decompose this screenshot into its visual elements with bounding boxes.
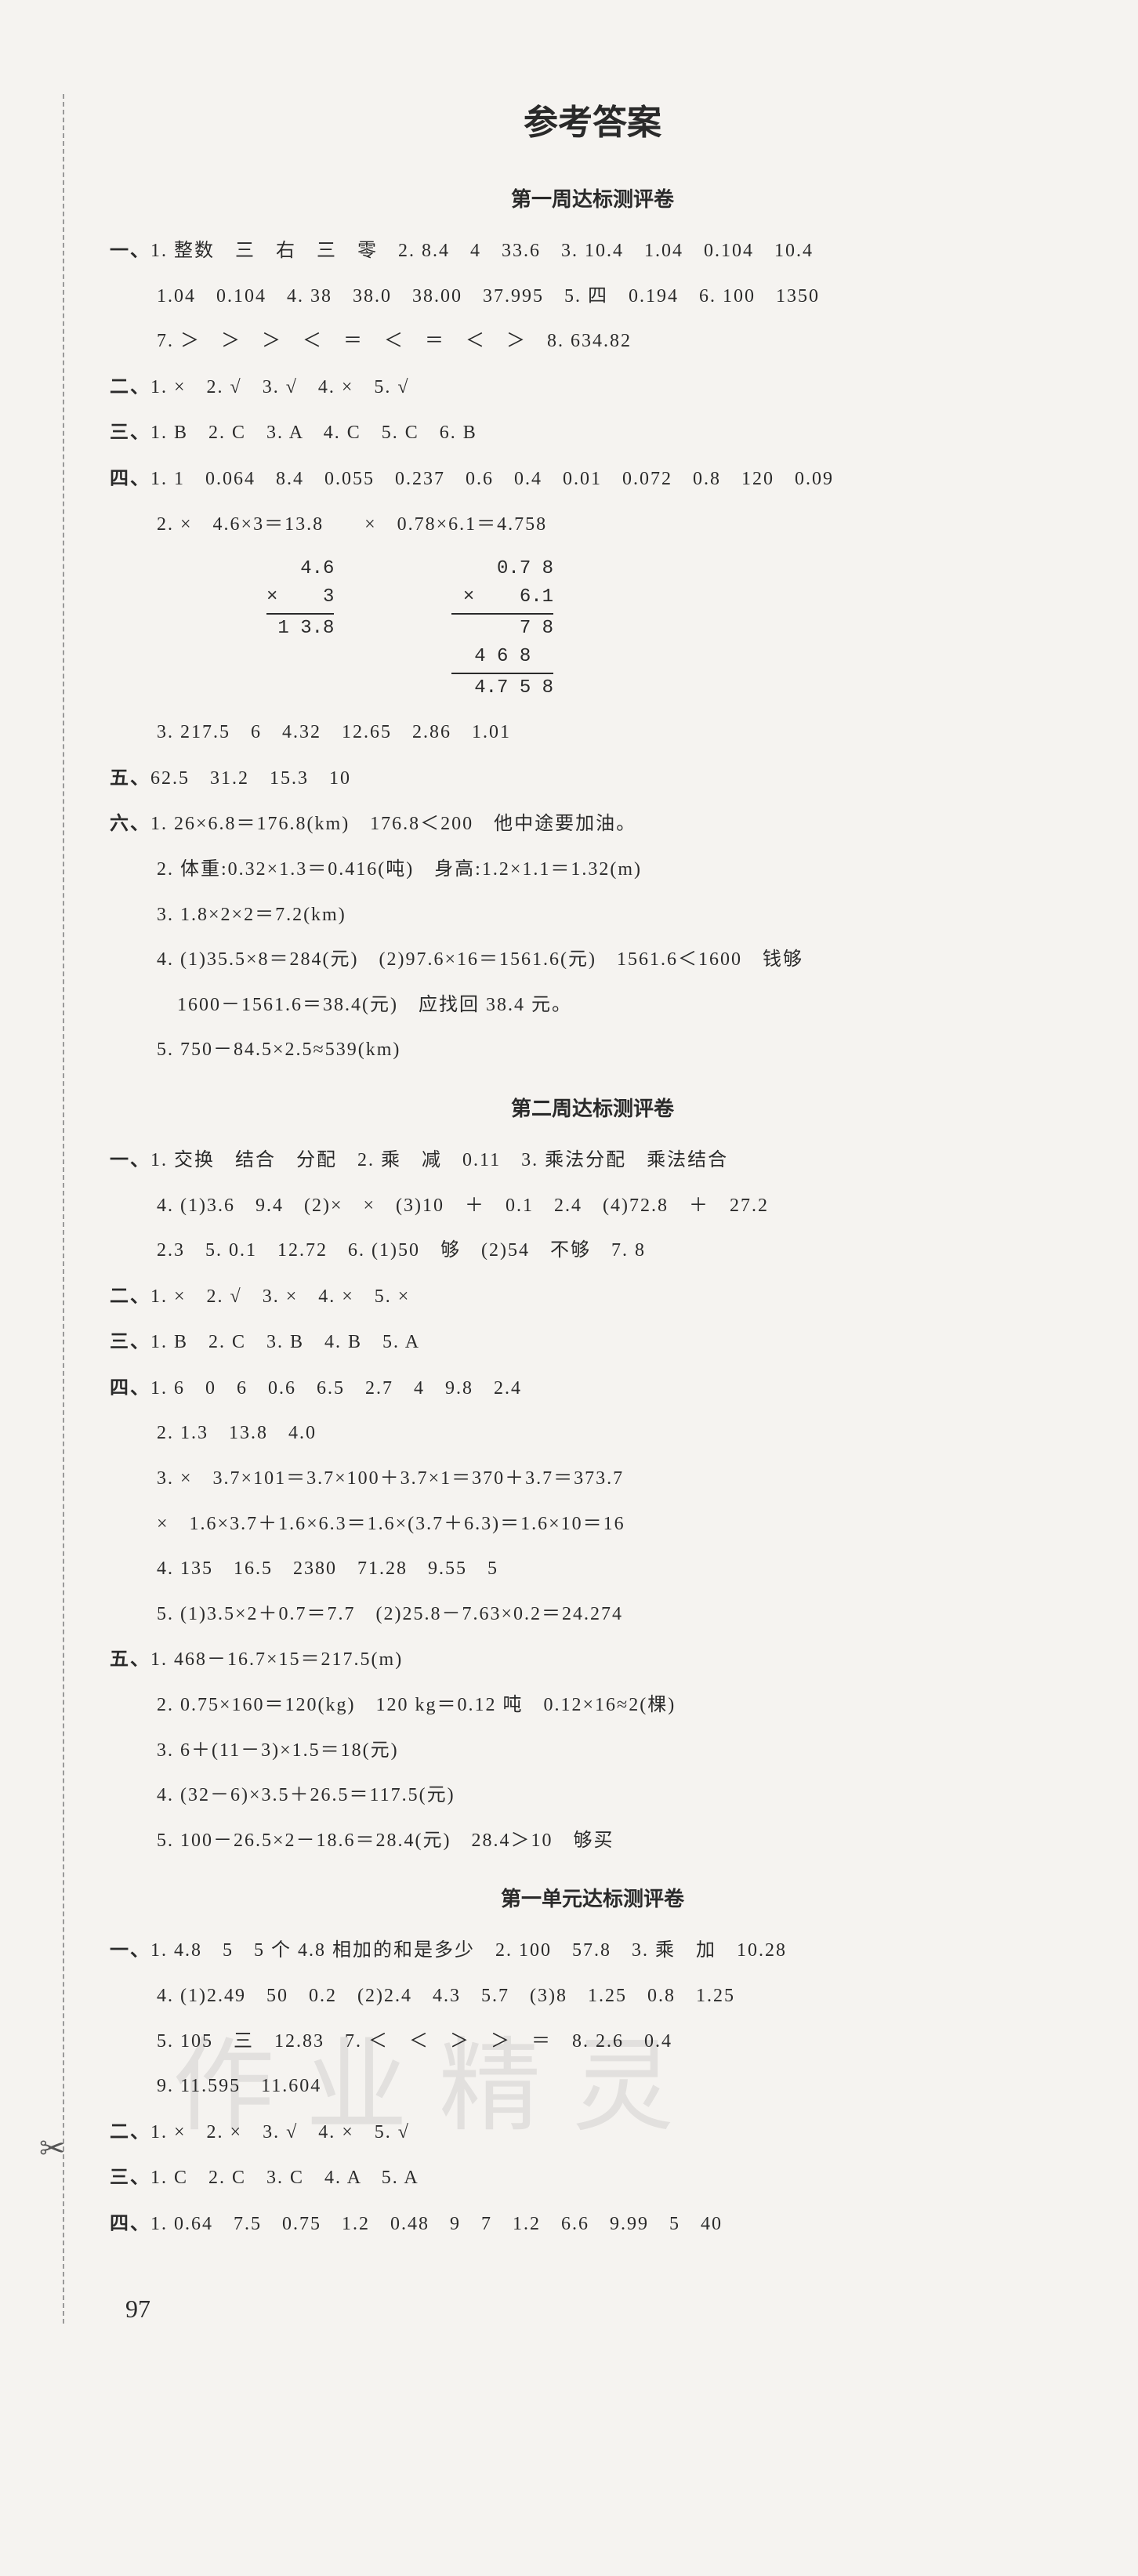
s2-g4-line: 3. × 3.7×101＝3.7×100＋3.7×1＝370＋3.7＝373.7 — [110, 1457, 1075, 1502]
group-label: 一、 — [110, 1149, 150, 1170]
answer-text: 1. 交换 结合 分配 2. 乘 减 0.11 3. 乘法分配 乘法结合 — [150, 1150, 728, 1170]
s2-g4-line: × 1.6×3.7＋1.6×6.3＝1.6×(3.7＋6.3)＝1.6×10＝1… — [110, 1502, 1075, 1547]
cut-line — [63, 94, 64, 2324]
s3-g1-line: 9. 11.595 11.604 — [110, 2064, 1075, 2110]
content-area: 参考答案 第一周达标测评卷 一、1. 整数 三 右 三 零 2. 8.4 4 3… — [110, 94, 1075, 2324]
s1-g5-line: 五、62.5 31.2 15.3 10 — [110, 756, 1075, 802]
s3-g3-line: 三、1. C 2. C 3. C 4. A 5. A — [110, 2155, 1075, 2201]
answer-text: 1. × 2. × 3. √ 4. × 5. √ — [150, 2122, 410, 2142]
s2-g3-line: 三、1. B 2. C 3. B 4. B 5. A — [110, 1319, 1075, 1366]
s1-g4-line: 3. 217.5 6 4.32 12.65 2.86 1.01 — [110, 710, 1075, 756]
page-number: 97 — [125, 2295, 1075, 2324]
answer-text: 1. 0.64 7.5 0.75 1.2 0.48 9 7 1.2 6.6 9.… — [150, 2214, 723, 2234]
calc-row: 0.7 8 — [451, 555, 553, 583]
s1-g3-line: 三、1. B 2. C 3. A 4. C 5. C 6. B — [110, 410, 1075, 456]
answer-text: 1. C 2. C 3. C 4. A 5. A — [150, 2168, 419, 2188]
group-label: 三、 — [110, 1331, 150, 1352]
group-label: 一、 — [110, 240, 150, 261]
s2-g4-line: 四、1. 6 0 6 0.6 6.5 2.7 4 9.8 2.4 — [110, 1366, 1075, 1412]
calc-row: 4.6 — [266, 555, 334, 583]
group-label: 四、 — [110, 468, 150, 489]
s1-g2-line: 二、1. × 2. √ 3. √ 4. × 5. √ — [110, 365, 1075, 411]
s2-g4-line: 2. 1.3 13.8 4.0 — [110, 1411, 1075, 1457]
answer-text: 1. × 2. √ 3. √ 4. × 5. √ — [150, 377, 410, 397]
section-title-2: 第二周达标测评卷 — [110, 1093, 1075, 1122]
s1-g6-line: 1600－1561.6＝38.4(元) 应找回 38.4 元。 — [110, 983, 1075, 1029]
s1-g6-line: 六、1. 26×6.8＝176.8(km) 176.8＜200 他中途要加油。 — [110, 801, 1075, 847]
s1-g4-line: 四、1. 1 0.064 8.4 0.055 0.237 0.6 0.4 0.0… — [110, 456, 1075, 503]
s3-g4-line: 四、1. 0.64 7.5 0.75 1.2 0.48 9 7 1.2 6.6 … — [110, 2201, 1075, 2248]
group-label: 四、 — [110, 1377, 150, 1399]
group-label: 二、 — [110, 376, 150, 397]
s2-g1-line: 4. (1)3.6 9.4 (2)× × (3)10 ＋ 0.1 2.4 (4)… — [110, 1184, 1075, 1229]
group-label: 四、 — [110, 2213, 150, 2234]
group-label: 六、 — [110, 813, 150, 834]
group-label: 一、 — [110, 1939, 150, 1961]
s3-g1-line: 5. 105 三 12.83 7. ＜ ＜ ＞ ＞ ＝ 8. 2.6 0.4 — [110, 2019, 1075, 2065]
calc-row: 4 6 8 — [451, 643, 553, 671]
section-title-3: 第一单元达标测评卷 — [110, 1883, 1075, 1912]
calc-row: × 6.1 — [451, 583, 553, 611]
calc-row: 1 3.8 — [266, 613, 334, 643]
s1-g6-line: 5. 750－84.5×2.5≈539(km) — [110, 1028, 1075, 1073]
answer-text: 1. × 2. √ 3. × 4. × 5. × — [150, 1286, 410, 1307]
s2-g5-line: 4. (32－6)×3.5＋26.5＝117.5(元) — [110, 1773, 1075, 1819]
answer-text: 62.5 31.2 15.3 10 — [150, 768, 351, 789]
s1-g1-line: 一、1. 整数 三 右 三 零 2. 8.4 4 33.6 3. 10.4 1.… — [110, 228, 1075, 274]
s1-g1-line: 1.04 0.104 4. 38 38.0 38.00 37.995 5. 四 … — [110, 274, 1075, 320]
section-title-1: 第一周达标测评卷 — [110, 183, 1075, 212]
s2-g5-line: 3. 6＋(11－3)×1.5＝18(元) — [110, 1729, 1075, 1774]
group-label: 二、 — [110, 1286, 150, 1307]
s3-g1-line: 4. (1)2.49 50 0.2 (2)2.4 4.3 5.7 (3)8 1.… — [110, 1974, 1075, 2019]
page-container: ✂ 参考答案 第一周达标测评卷 一、1. 整数 三 右 三 零 2. 8.4 4… — [110, 94, 1075, 2324]
vertical-calculation: 4.6 × 3 1 3.8 0.7 8 × 6.1 7 8 4 6 8 4.7 … — [266, 555, 1075, 702]
s2-g5-line: 2. 0.75×160＝120(kg) 120 kg＝0.12 吨 0.12×1… — [110, 1683, 1075, 1729]
calc-row: 7 8 — [451, 613, 553, 643]
s2-g1-line: 2.3 5. 0.1 12.72 6. (1)50 够 (2)54 不够 7. … — [110, 1228, 1075, 1274]
group-label: 三、 — [110, 422, 150, 443]
calc-row: 4.7 5 8 — [451, 673, 553, 702]
s2-g5-line: 五、1. 468－16.7×15＝217.5(m) — [110, 1637, 1075, 1683]
s1-g6-line: 3. 1.8×2×2＝7.2(km) — [110, 893, 1075, 938]
answer-text: 1. 整数 三 右 三 零 2. 8.4 4 33.6 3. 10.4 1.04… — [150, 241, 814, 261]
calc-col-1: 4.6 × 3 1 3.8 — [266, 555, 334, 702]
group-label: 三、 — [110, 2167, 150, 2188]
answer-text: 1. B 2. C 3. A 4. C 5. C 6. B — [150, 423, 477, 443]
answer-text: 1. B 2. C 3. B 4. B 5. A — [150, 1332, 420, 1352]
answer-text: 1. 1 0.064 8.4 0.055 0.237 0.6 0.4 0.01 … — [150, 469, 834, 489]
answer-text: 1. 468－16.7×15＝217.5(m) — [150, 1649, 403, 1670]
s3-g1-line: 一、1. 4.8 5 5 个 4.8 相加的和是多少 2. 100 57.8 3… — [110, 1928, 1075, 1974]
s2-g4-line: 5. (1)3.5×2＋0.7＝7.7 (2)25.8－7.63×0.2＝24.… — [110, 1592, 1075, 1638]
group-label: 二、 — [110, 2121, 150, 2142]
s3-g2-line: 二、1. × 2. × 3. √ 4. × 5. √ — [110, 2110, 1075, 2156]
group-label: 五、 — [110, 767, 150, 789]
calc-row: × 3 — [266, 583, 334, 611]
s2-g2-line: 二、1. × 2. √ 3. × 4. × 5. × — [110, 1274, 1075, 1320]
answer-text: 1. 4.8 5 5 个 4.8 相加的和是多少 2. 100 57.8 3. … — [150, 1940, 787, 1961]
answer-text: 1. 6 0 6 0.6 6.5 2.7 4 9.8 2.4 — [150, 1378, 522, 1399]
calc-col-2: 0.7 8 × 6.1 7 8 4 6 8 4.7 5 8 — [451, 555, 553, 702]
answer-text: 1. 26×6.8＝176.8(km) 176.8＜200 他中途要加油。 — [150, 814, 636, 834]
group-label: 五、 — [110, 1649, 150, 1670]
s2-g5-line: 5. 100－26.5×2－18.6＝28.4(元) 28.4＞10 够买 — [110, 1819, 1075, 1864]
scissors-icon: ✂ — [39, 2130, 66, 2167]
s1-g4-line: 2. × 4.6×3＝13.8 × 0.78×6.1＝4.758 — [110, 503, 1075, 548]
s1-g6-line: 4. (1)35.5×8＝284(元) (2)97.6×16＝1561.6(元)… — [110, 938, 1075, 983]
s1-g6-line: 2. 体重:0.32×1.3＝0.416(吨) 身高:1.2×1.1＝1.32(… — [110, 847, 1075, 893]
s2-g1-line: 一、1. 交换 结合 分配 2. 乘 减 0.11 3. 乘法分配 乘法结合 — [110, 1137, 1075, 1184]
s1-g1-line: 7. ＞ ＞ ＞ ＜ ＝ ＜ ＝ ＜ ＞ 8. 634.82 — [110, 319, 1075, 365]
main-title: 参考答案 — [110, 94, 1075, 144]
s2-g4-line: 4. 135 16.5 2380 71.28 9.55 5 — [110, 1547, 1075, 1592]
